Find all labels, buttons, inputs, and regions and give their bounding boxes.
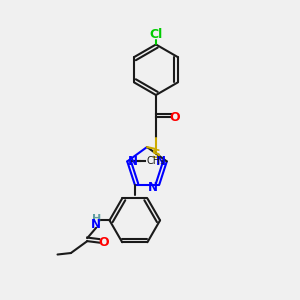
Text: N: N (91, 218, 101, 231)
Text: N: N (148, 181, 158, 194)
Text: H: H (92, 214, 101, 224)
Text: O: O (169, 111, 180, 124)
Text: CH₃: CH₃ (147, 156, 165, 167)
Text: O: O (98, 236, 109, 249)
Text: N: N (128, 155, 138, 168)
Text: N: N (156, 155, 166, 168)
Text: S: S (152, 148, 160, 161)
Text: Cl: Cl (149, 28, 163, 40)
